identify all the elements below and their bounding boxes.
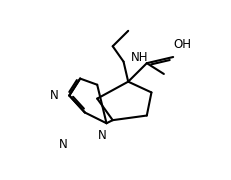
Text: N: N (59, 138, 67, 151)
Text: N: N (97, 129, 106, 142)
Text: OH: OH (172, 38, 190, 51)
Text: N: N (49, 89, 58, 102)
Text: NH: NH (131, 51, 148, 64)
